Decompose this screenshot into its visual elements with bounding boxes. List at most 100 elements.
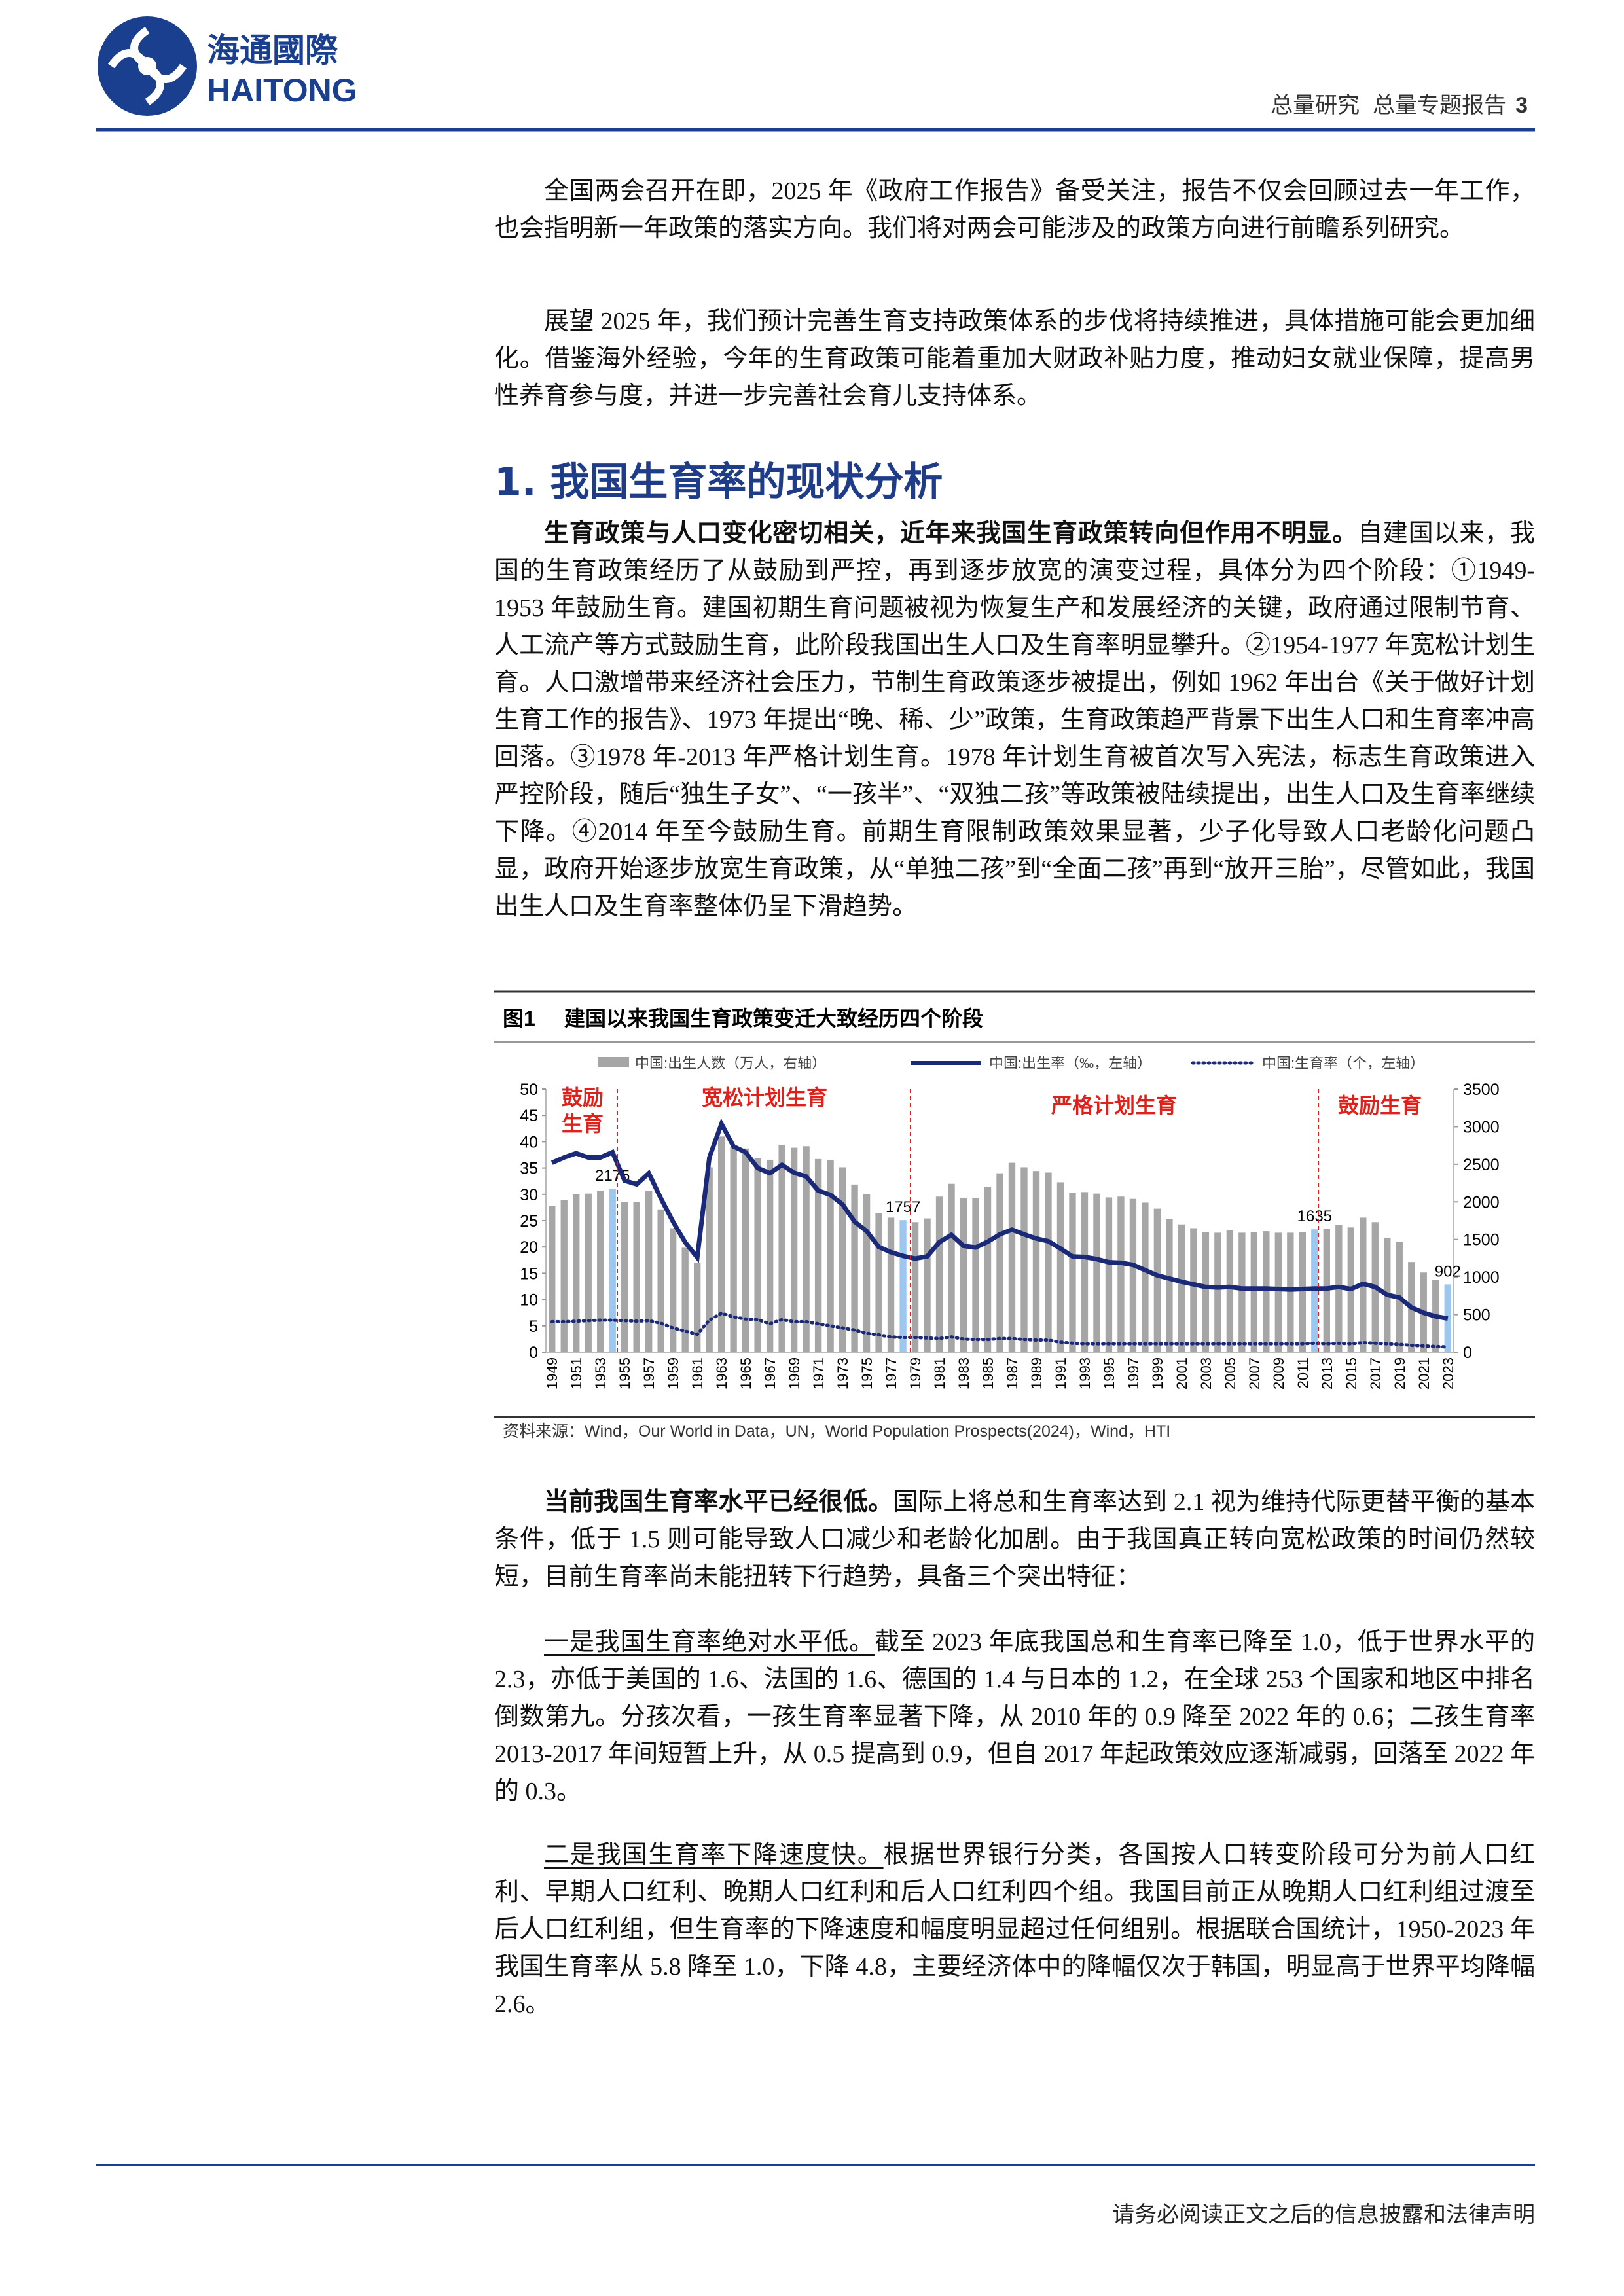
text-run: 截至 2023 年底我国总和生育率已降至 1.0，低于世界水平的 2.3，亦低于… <box>494 1628 1535 1805</box>
y2-tick-label: 2000 <box>1463 1193 1500 1211</box>
header-info: 总量研究 总量专题报告 3 <box>1271 93 1528 118</box>
bar <box>996 1173 1003 1352</box>
x-tick-label: 1977 <box>883 1357 899 1390</box>
y-tick-label: 40 <box>520 1133 538 1151</box>
bar <box>693 1263 701 1352</box>
y2-tick-label: 1500 <box>1463 1231 1500 1249</box>
bar <box>1299 1232 1307 1352</box>
x-tick-label: 2015 <box>1343 1357 1360 1390</box>
bar <box>1274 1232 1282 1352</box>
bar <box>935 1196 943 1352</box>
bar <box>851 1184 858 1352</box>
bar <box>1129 1198 1137 1352</box>
text-run: 一是我国生育率绝对水平低。 <box>544 1628 875 1656</box>
bar <box>1238 1232 1246 1352</box>
bar <box>621 1202 628 1352</box>
series-line <box>550 1311 1450 1349</box>
bar <box>1142 1202 1149 1352</box>
bar <box>597 1191 604 1352</box>
bar <box>549 1206 556 1352</box>
bar <box>899 1220 907 1352</box>
bar <box>681 1247 689 1352</box>
bar <box>1250 1232 1258 1352</box>
x-tick-label: 2019 <box>1392 1357 1408 1390</box>
bar <box>1153 1208 1161 1352</box>
bar <box>1105 1197 1113 1352</box>
x-tick-label: 1951 <box>568 1357 585 1390</box>
bar <box>585 1193 592 1352</box>
legend-label: 中国:出生人数（万人，右轴） <box>635 1055 826 1071</box>
bar <box>670 1228 677 1352</box>
bar <box>560 1200 568 1352</box>
bar <box>717 1136 725 1352</box>
bar <box>960 1198 967 1352</box>
x-tick-label: 1993 <box>1077 1357 1093 1390</box>
bar <box>1045 1172 1052 1352</box>
figure-title: 建国以来我国生育政策变迁大致经历四个阶段 <box>564 1007 983 1030</box>
bar <box>948 1183 955 1352</box>
bar <box>1202 1232 1210 1352</box>
phase-label: 鼓励 <box>562 1086 604 1109</box>
logo-en: HAITONG <box>207 72 357 109</box>
bar <box>1008 1162 1016 1352</box>
y-tick-label: 50 <box>520 1081 538 1099</box>
bar <box>984 1187 992 1352</box>
phase-label: 生育 <box>562 1112 604 1136</box>
x-tick-label: 2001 <box>1174 1357 1190 1390</box>
logo-cn: 海通國際 <box>207 32 338 69</box>
x-tick-label: 1989 <box>1028 1357 1045 1390</box>
bar-value-label: 1635 <box>1297 1208 1332 1225</box>
bar <box>1117 1196 1125 1352</box>
x-tick-label: 1965 <box>738 1357 754 1390</box>
x-tick-label: 2013 <box>1319 1357 1335 1390</box>
figure-number: 图1 <box>503 1007 535 1030</box>
bar <box>924 1218 931 1352</box>
paragraph: 当前我国生育率水平已经很低。国际上将总和生育率达到 2.1 视为维持代际更替平衡… <box>494 1484 1535 1596</box>
text-run: 二是我国生育率下降速度快。 <box>544 1841 884 1869</box>
phase-label: 宽松计划生育 <box>702 1086 827 1109</box>
x-tick-label: 2007 <box>1246 1357 1263 1390</box>
bar <box>972 1198 979 1352</box>
y-tick-label: 35 <box>520 1160 538 1178</box>
bar <box>742 1148 749 1352</box>
x-tick-label: 1985 <box>980 1357 996 1390</box>
x-tick-label: 2003 <box>1198 1357 1214 1390</box>
x-tick-label: 1987 <box>1004 1357 1020 1390</box>
y-tick-label: 30 <box>520 1186 538 1204</box>
y-tick-label: 20 <box>520 1238 538 1257</box>
x-tick-label: 1953 <box>592 1357 609 1390</box>
bar <box>645 1191 653 1352</box>
bar <box>1069 1193 1076 1352</box>
series-line <box>550 1118 1449 1321</box>
paragraph: 一是我国生育率绝对水平低。截至 2023 年底我国总和生育率已降至 1.0，低于… <box>494 1624 1535 1810</box>
bar <box>609 1189 616 1352</box>
text-run: 自建国以来，我国的生育政策经历了从鼓励到严控，再到逐步放宽的演变过程，具体分为四… <box>494 520 1535 920</box>
x-tick-label: 2011 <box>1295 1357 1311 1388</box>
paragraph: 全国两会召开在即，2025 年《政府工作报告》备受关注，报告不仅会回顾过去一年工… <box>494 173 1535 247</box>
x-tick-label: 2021 <box>1416 1357 1432 1390</box>
bar <box>1226 1230 1234 1352</box>
y2-tick-label: 500 <box>1463 1306 1490 1325</box>
bar-value-label: 1757 <box>886 1198 920 1216</box>
bar <box>814 1158 822 1352</box>
paragraph: 二是我国生育率下降速度快。根据世界银行分类，各国按人口转变阶段可分为前人口红利、… <box>494 1837 1535 2023</box>
bar-value-label: 902 <box>1435 1263 1461 1280</box>
bar <box>657 1209 664 1352</box>
bar <box>1081 1192 1089 1352</box>
bar <box>803 1146 810 1352</box>
bar <box>766 1159 774 1352</box>
figure-source: 资料来源：Wind，Our World in Data，UN，World Pop… <box>503 1422 1170 1441</box>
x-tick-label: 2023 <box>1440 1357 1456 1390</box>
header-section: 总量研究 <box>1271 93 1360 118</box>
y2-tick-label: 3000 <box>1463 1118 1500 1136</box>
footer-disclaimer: 请务必阅读正文之后的信息披露和法律声明 <box>1112 2202 1535 2227</box>
chart: 0510152025303540455005001000150020002500… <box>520 1055 1499 1390</box>
bar <box>730 1147 737 1352</box>
x-tick-label: 1963 <box>713 1357 730 1390</box>
bar <box>1056 1182 1064 1352</box>
x-tick-label: 1997 <box>1125 1357 1142 1390</box>
text-run: 生育政策与人口变化密切相关，近年来我国生育政策转向但作用不明显。 <box>544 520 1358 547</box>
header-report-type: 总量专题报告 <box>1373 93 1506 118</box>
phase-label: 鼓励生育 <box>1338 1094 1422 1117</box>
